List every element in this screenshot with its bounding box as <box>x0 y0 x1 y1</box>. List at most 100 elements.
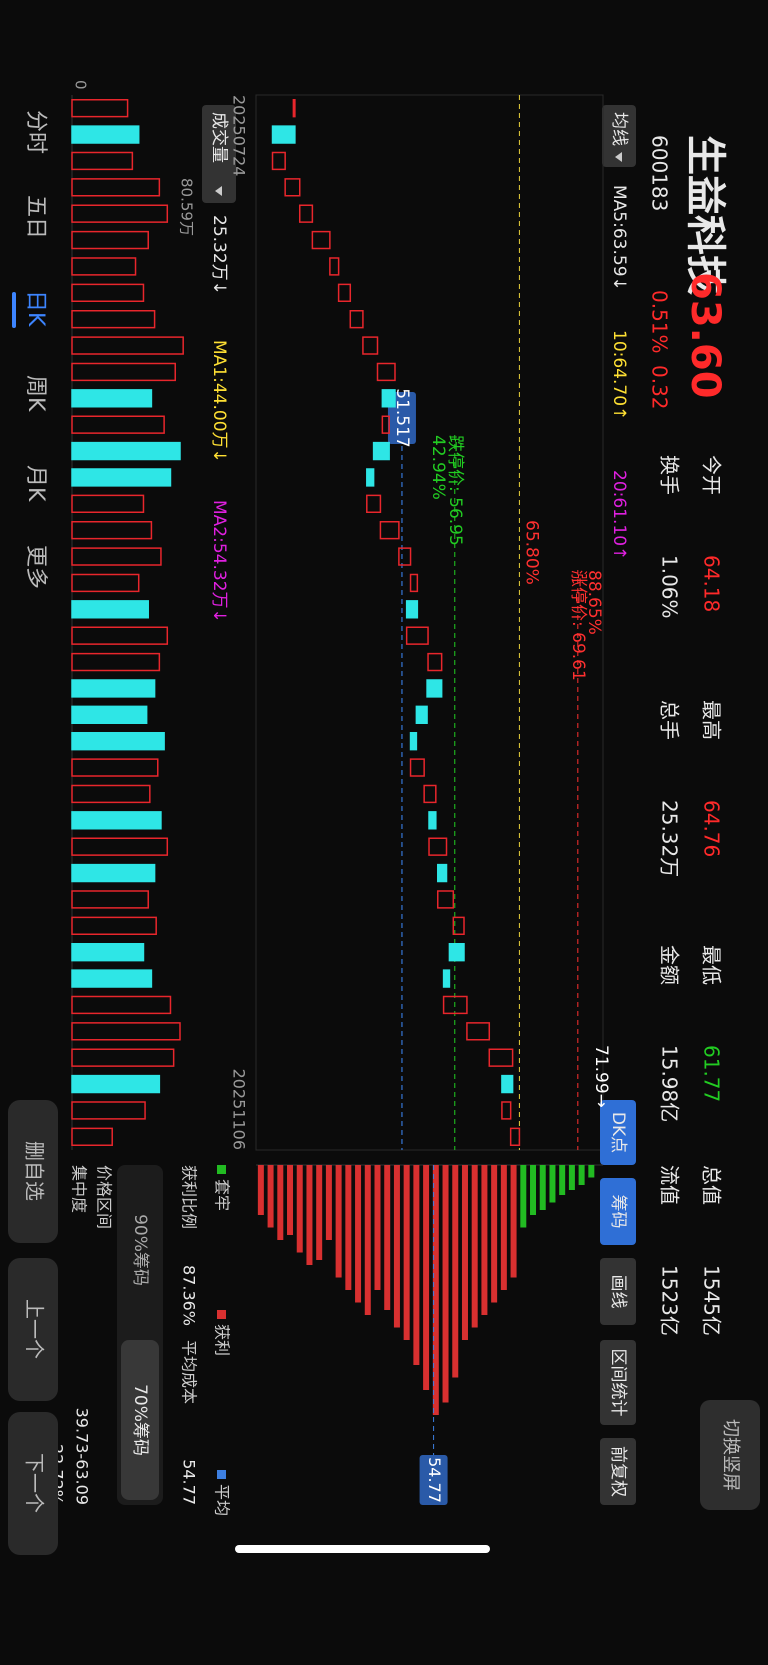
volume-bar <box>71 283 145 303</box>
toolbar-label[interactable]: 画线 <box>608 1275 628 1309</box>
candle <box>379 520 400 540</box>
tab[interactable]: 月K <box>23 465 48 502</box>
chip-bar <box>510 1165 517 1278</box>
toolbar-button[interactable] <box>600 1178 636 1245</box>
toolbar-button[interactable] <box>600 1340 636 1425</box>
tab[interactable]: 周K <box>23 375 48 412</box>
price: 63.60 <box>682 272 728 399</box>
action-button[interactable] <box>8 1412 58 1555</box>
volume-bar <box>71 600 149 619</box>
toolbar-label[interactable]: DK点 <box>608 1112 628 1153</box>
candle <box>466 1022 491 1041</box>
chip-bar <box>403 1165 410 1340</box>
stat-value: 1545亿 <box>700 1265 724 1336</box>
volume-bar <box>71 547 162 566</box>
action-label[interactable]: 删自选 <box>23 1141 47 1201</box>
price-annotation: 71.99→ <box>591 1045 611 1108</box>
chip-bar <box>277 1165 284 1240</box>
chip-bar <box>267 1165 274 1228</box>
volume-bar <box>71 626 169 645</box>
volume-bar <box>71 758 159 777</box>
chip-bar <box>355 1165 362 1303</box>
candle <box>509 1127 521 1147</box>
toggle-label[interactable]: 90%筹码 <box>130 1214 150 1286</box>
volume-bar <box>71 494 145 514</box>
stock-name: 生益科技 <box>682 135 728 295</box>
tab[interactable]: 更多 <box>23 545 48 589</box>
chip-bar <box>413 1165 420 1365</box>
date-label: 20251106 <box>230 1069 249 1150</box>
volume-button-label[interactable]: 成交量 <box>209 112 229 163</box>
chip-bar <box>384 1165 391 1310</box>
candle <box>501 1101 512 1120</box>
candle <box>381 389 396 408</box>
chip-bar <box>588 1165 595 1178</box>
tab[interactable]: 五日 <box>23 195 48 239</box>
tab[interactable]: 分时 <box>23 110 48 154</box>
candle <box>437 890 455 909</box>
chip-bar <box>549 1165 556 1203</box>
candle <box>271 125 296 144</box>
chip-bar <box>559 1165 566 1195</box>
chip-bar <box>442 1165 449 1403</box>
volume-bar <box>71 520 153 540</box>
volume-bar <box>71 969 153 988</box>
switch-label[interactable]: 切换竖屏 <box>720 1419 741 1491</box>
action-label[interactable]: 下一个 <box>23 1453 47 1513</box>
candle <box>366 468 375 487</box>
chip-bar <box>325 1165 332 1240</box>
dropdown-icon <box>615 152 622 162</box>
legend-label: 平均 <box>213 1484 232 1516</box>
volume-bar <box>71 890 149 909</box>
pct-label: 88.65% <box>584 570 604 635</box>
volume-bar <box>71 652 161 672</box>
chip-bar <box>432 1165 439 1415</box>
ma-button-label[interactable]: 均线 <box>609 112 629 146</box>
candle <box>442 969 451 988</box>
chip-bar <box>287 1165 294 1235</box>
legend-swatch <box>217 1310 226 1319</box>
candle <box>452 916 465 936</box>
volume-button[interactable] <box>202 105 236 203</box>
candle <box>415 705 428 725</box>
candle <box>292 98 296 118</box>
legend-swatch <box>217 1470 226 1479</box>
action-label[interactable]: 上一个 <box>23 1299 47 1359</box>
chip-bar <box>423 1165 430 1390</box>
change-pct: 0.51% <box>648 290 672 354</box>
chip-bar <box>316 1165 323 1260</box>
toolbar-label[interactable]: 筹码 <box>608 1195 628 1229</box>
toolbar-button[interactable] <box>600 1258 636 1325</box>
volume-tick-label: 0 <box>72 80 90 90</box>
candle <box>488 1048 514 1067</box>
volume-bar <box>71 1127 113 1147</box>
chip-toggle-active[interactable] <box>121 1340 159 1500</box>
volume-bar <box>71 362 176 382</box>
stock-code: 600183 <box>648 135 672 211</box>
volume-bar <box>71 705 148 725</box>
volume-bar <box>71 916 157 936</box>
toggle-label[interactable]: 70%筹码 <box>130 1384 150 1456</box>
candle <box>405 626 429 645</box>
toolbar-button[interactable] <box>600 1438 636 1505</box>
candle <box>366 494 382 514</box>
chip-bar <box>296 1165 303 1253</box>
stat-label: 总值 <box>700 1165 724 1205</box>
pct-label: 42.94% <box>428 435 448 500</box>
tab[interactable]: 日K <box>23 290 48 327</box>
chip-stat-label: 集中度 <box>70 1165 89 1213</box>
candle <box>405 600 419 619</box>
chip-bar <box>335 1165 342 1278</box>
toolbar-label[interactable]: 区间统计 <box>608 1349 628 1417</box>
chip-bar <box>491 1165 498 1303</box>
toolbar-button[interactable] <box>600 1100 636 1165</box>
candle <box>349 309 364 329</box>
toolbar-label[interactable]: 前复权 <box>608 1446 628 1497</box>
ma-button[interactable] <box>602 105 636 167</box>
stat-value: 15.98亿 <box>658 1045 682 1122</box>
action-button[interactable] <box>8 1100 58 1243</box>
candle <box>409 573 419 593</box>
switch-button[interactable] <box>700 1400 760 1510</box>
action-button[interactable] <box>8 1258 58 1401</box>
